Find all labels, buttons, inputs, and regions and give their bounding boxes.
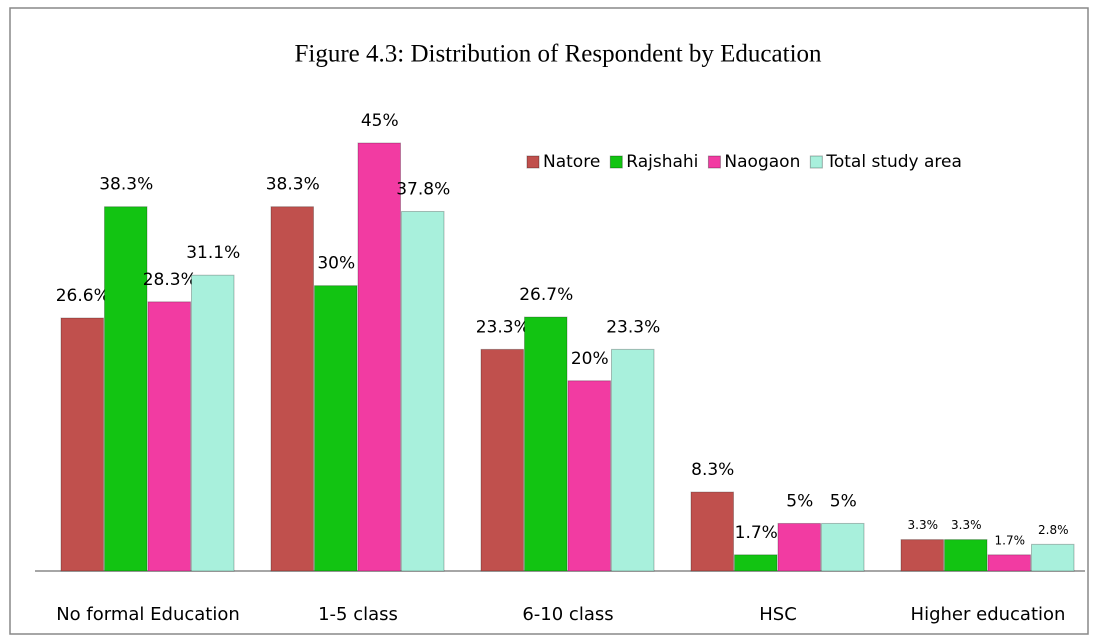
bar <box>401 210 445 572</box>
value-label: 20% <box>571 349 609 369</box>
value-label: 1.7% <box>735 523 778 543</box>
bar <box>900 539 944 572</box>
value-label: 5% <box>786 491 813 511</box>
legend-marker <box>707 155 721 169</box>
chart-title: Figure 4.3: Distribution of Respondent b… <box>294 41 822 68</box>
bar <box>690 491 734 572</box>
bar <box>567 380 611 572</box>
legend-label: Total study area <box>825 152 962 172</box>
value-label: 23.3% <box>606 317 660 337</box>
bar <box>734 554 778 572</box>
bar <box>987 554 1031 572</box>
bar <box>314 285 358 572</box>
bar <box>944 539 988 572</box>
bar <box>1031 543 1075 572</box>
bar <box>60 317 104 572</box>
x-tick-label: No formal Education <box>56 604 240 625</box>
legend-label: Rajshahi <box>626 152 698 172</box>
legend-marker <box>526 155 540 169</box>
bar <box>821 522 865 572</box>
value-label: 3.3% <box>908 518 939 532</box>
x-tick-label: HSC <box>759 604 797 625</box>
value-label: 5% <box>830 491 857 511</box>
value-label: 1.7% <box>995 533 1026 547</box>
bar <box>611 348 655 572</box>
x-tick-label: Higher education <box>911 604 1066 625</box>
bar <box>147 301 191 572</box>
legend-label: Natore <box>543 152 600 172</box>
x-tick-label: 1-5 class <box>318 604 398 625</box>
value-label: 37.8% <box>396 179 450 199</box>
value-label: 23.3% <box>476 317 530 337</box>
value-label: 31.1% <box>186 243 240 263</box>
value-label: 38.3% <box>266 175 320 195</box>
bar <box>357 142 401 572</box>
legend-marker <box>609 155 623 169</box>
value-label: 8.3% <box>691 460 734 480</box>
bar <box>191 274 235 572</box>
value-label: 45% <box>361 111 399 131</box>
value-label: 3.3% <box>951 518 982 532</box>
x-tick-label: 6-10 class <box>522 604 613 625</box>
value-label: 26.6% <box>56 286 110 306</box>
bar <box>480 348 524 572</box>
value-label: 26.7% <box>519 285 573 305</box>
value-label: 30% <box>317 254 355 274</box>
bar <box>270 206 314 572</box>
value-label: 38.3% <box>99 175 153 195</box>
bar <box>524 316 568 572</box>
legend-marker <box>809 155 823 169</box>
value-label: 28.3% <box>143 270 197 290</box>
value-label: 2.8% <box>1038 523 1069 537</box>
bar <box>777 522 821 572</box>
bar <box>104 206 148 572</box>
legend-label: Naogaon <box>724 152 800 172</box>
